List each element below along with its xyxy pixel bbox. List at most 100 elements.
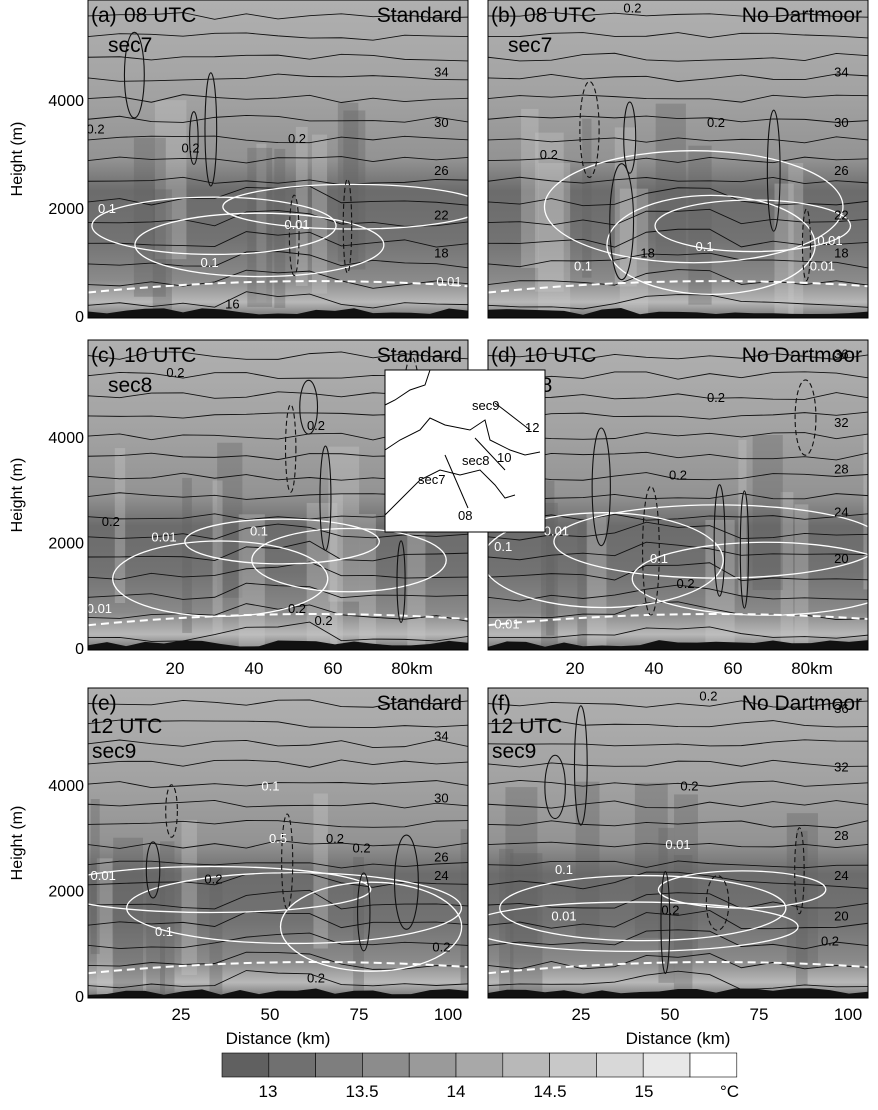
w-contour [396, 540, 406, 624]
isentrope [488, 208, 868, 226]
shade-streak [795, 830, 808, 986]
isentrope [88, 820, 468, 828]
isentrope [488, 73, 868, 82]
panel-time: 12 UTC [90, 715, 162, 738]
w-contour [801, 208, 812, 282]
x-axis-label: Distance (km) [226, 1029, 331, 1048]
panel-label: (d) [491, 344, 517, 367]
frame [87, 0, 469, 319]
shade-streak [577, 517, 588, 650]
isentrope [488, 513, 868, 521]
w-contour [544, 754, 566, 820]
panel-section: sec7 [108, 34, 152, 57]
panel-label: (e) [91, 692, 117, 715]
isentrope [488, 800, 868, 809]
section-line [444, 454, 469, 509]
contour-label: 0.2 [288, 131, 306, 146]
plot-area: 36 32 28 24 20 0.2 0.2 0.01 0.1 0.01 0.2 0.2 [488, 688, 868, 998]
contour-label: 0.01 [436, 274, 461, 289]
y-axis-label: Height (m) [9, 122, 26, 197]
isentrope [488, 700, 868, 708]
contour-label: 0.2 [166, 365, 184, 380]
isentrope [488, 371, 868, 380]
frame [487, 687, 869, 999]
w-contour [394, 834, 419, 930]
terrain [88, 988, 468, 998]
white-contour [134, 212, 385, 278]
contour-label: 36 [834, 701, 848, 716]
map-label: sec9 [472, 398, 499, 413]
y-axis-label: Height (m) [9, 806, 26, 881]
x-tick-label: 100 [434, 1005, 462, 1024]
contour-label: 0.01 [551, 909, 576, 924]
isentrope [88, 351, 468, 360]
isentrope [88, 951, 468, 970]
map-label: 08 [458, 508, 472, 523]
contour-label: 24 [834, 868, 848, 883]
white-contour [488, 512, 724, 609]
terrain [88, 640, 468, 650]
experiment: No Dartmoor [742, 692, 862, 715]
panel-label: (b) [491, 4, 517, 27]
isentrope [488, 352, 868, 360]
x-tick-label: 50 [661, 1005, 680, 1024]
contour-label: 26 [434, 850, 448, 865]
isentrope [488, 115, 868, 123]
white-contour [606, 194, 816, 296]
contour-label: 0.2 [307, 418, 325, 433]
shade-streak [460, 829, 468, 985]
terrain [488, 308, 868, 318]
panel: 36 32 28 24 20 0.2 0.2 0.01 0.1 0.01 0.2 0.2 (f)12 U… [487, 687, 869, 999]
contour-label: 0.2 [87, 122, 105, 137]
panel-section: sec7 [508, 34, 552, 57]
x-tick-label: 20 [566, 659, 585, 678]
plot-area: 34 30 26 22 18 16 0.2 0.2 0.2 0.1 0.01 0.1 0.01 [87, 0, 468, 318]
w-contour [794, 827, 805, 915]
w-contour [766, 109, 781, 232]
coastline [384, 417, 541, 516]
contour-label: 0.5 [269, 831, 287, 846]
x-tick-label: 20 [166, 659, 185, 678]
shade-streak [674, 794, 698, 950]
isentrope [488, 411, 868, 420]
shade-streak [546, 480, 555, 636]
contour-label: 0.2 [677, 576, 695, 591]
x-tick-label: 100 [834, 1005, 862, 1024]
w-contour [357, 872, 371, 952]
shade-streak [133, 137, 166, 297]
panel-time: 08 UTC [524, 4, 596, 27]
contour-label: 0.2 [821, 933, 839, 948]
colorbar-tick: 13 [259, 1082, 278, 1101]
panel: 34 30 26 22 18 16 0.2 0.2 0.2 0.1 0.01 0.1 0.01 (a) 08… [87, 0, 469, 319]
map-frame [384, 369, 546, 533]
boundary-layer-line [88, 613, 468, 627]
isentrope [88, 719, 468, 729]
white-contour [499, 874, 787, 942]
contour-label: 0.01 [151, 530, 176, 545]
isentrope [88, 889, 468, 910]
colorbar-unit: °C [720, 1082, 739, 1101]
contour-label: 0.2 [707, 115, 725, 130]
isentrope [488, 269, 868, 286]
contour-label: 18 [834, 246, 848, 261]
w-contour [660, 870, 671, 975]
isentrope [488, 953, 868, 970]
w-contour [204, 72, 218, 187]
isentrope [88, 860, 468, 869]
contour-label: 24 [834, 505, 848, 520]
w-contour [642, 485, 660, 616]
w-contour [794, 379, 817, 456]
isentrope [88, 53, 468, 62]
isentrope [88, 32, 468, 41]
shade-streak [114, 448, 126, 604]
contour-label: 0.01 [284, 217, 309, 232]
w-contour [713, 484, 726, 597]
shade-streak [306, 502, 338, 650]
colorbar-swatch [502, 1052, 550, 1078]
contour-label: 20 [834, 551, 848, 566]
isentrope [488, 294, 868, 310]
contour-label: 0.1 [98, 201, 116, 216]
contour-label: 26 [434, 163, 448, 178]
shade-streak [774, 183, 794, 318]
